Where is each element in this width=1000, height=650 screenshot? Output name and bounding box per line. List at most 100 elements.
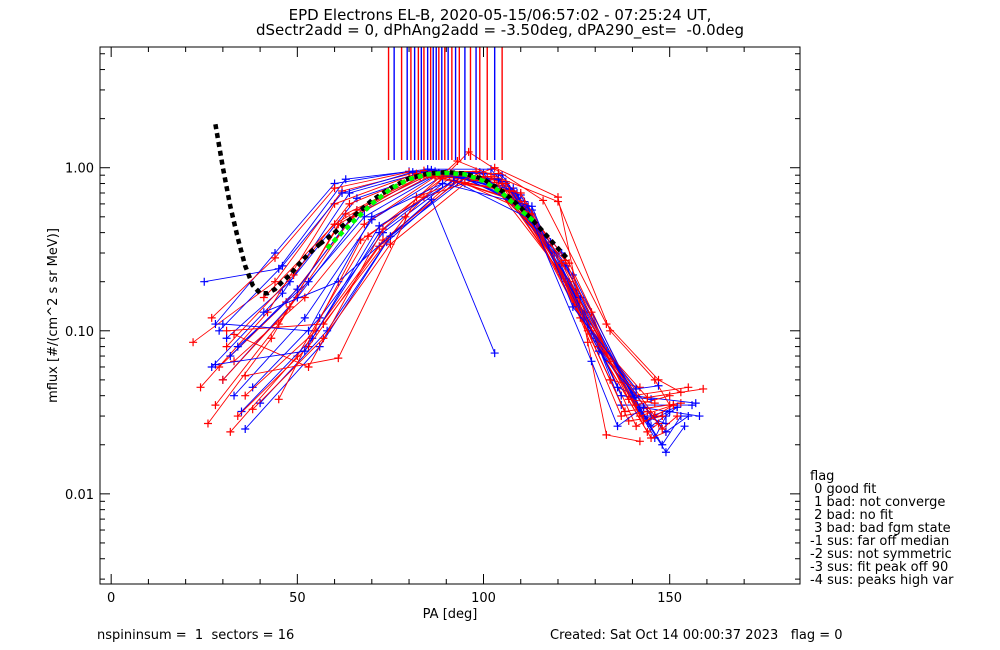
data-point <box>606 375 615 384</box>
data-point <box>218 375 227 384</box>
data-point <box>680 422 689 431</box>
data-point <box>676 399 685 408</box>
series-line <box>222 183 659 390</box>
data-point <box>226 427 235 436</box>
data-point <box>360 220 369 229</box>
data-point <box>583 338 592 347</box>
data-point <box>684 383 693 392</box>
data-point <box>568 302 577 311</box>
legend-item: 1 bad: not converge <box>810 495 946 510</box>
data-point <box>643 393 652 402</box>
data-point <box>527 202 536 211</box>
data-point <box>613 422 622 431</box>
data-point <box>673 412 682 421</box>
data-point <box>367 212 376 221</box>
chart-title-line-2: dSectr2add = 0, dPhAng2add = -3.50deg, d… <box>256 21 744 39</box>
legend-item: 3 bad: bad fgm state <box>810 521 951 536</box>
series-line <box>215 180 644 427</box>
data-point <box>658 440 667 449</box>
footer-created-info: Created: Sat Oct 14 00:00:37 2023 flag =… <box>550 628 843 643</box>
x-tick-label: 150 <box>657 591 682 606</box>
legend-item: 0 good fit <box>810 482 877 497</box>
data-point <box>189 338 198 347</box>
x-tick-label: 0 <box>107 591 115 606</box>
data-point <box>330 184 339 193</box>
series-line <box>222 172 678 427</box>
data-point <box>341 210 350 219</box>
data-point <box>304 326 313 335</box>
data-point <box>215 326 224 335</box>
data-point <box>256 399 265 408</box>
fit-curve <box>325 170 538 250</box>
data-point <box>248 405 257 414</box>
data-point <box>669 401 678 410</box>
data-point <box>699 384 708 393</box>
fit-curve-layer <box>213 123 571 296</box>
data-point <box>632 422 641 431</box>
data-point <box>673 403 682 412</box>
data-point <box>494 175 503 184</box>
data-point <box>650 399 659 408</box>
data-point <box>345 188 354 197</box>
data-point <box>464 147 473 156</box>
series-line <box>233 173 667 439</box>
data-point <box>453 156 462 165</box>
data-point <box>654 381 663 390</box>
data-point <box>211 360 220 369</box>
data-point <box>345 199 354 208</box>
data-point <box>621 407 629 416</box>
data-point <box>211 401 220 410</box>
data-point <box>300 313 309 322</box>
data-point <box>661 448 670 457</box>
data-point <box>632 384 641 393</box>
data-point <box>617 412 626 421</box>
data-point <box>271 277 279 286</box>
data-point <box>248 383 257 392</box>
legend-item: -4 sus: peaks high var <box>810 573 954 588</box>
data-point <box>639 416 648 425</box>
y-axis-label: mflux [#/(cm^2 s sr MeV)] <box>46 228 61 403</box>
series-line <box>263 198 496 354</box>
data-point <box>259 308 268 317</box>
data-point <box>267 334 276 343</box>
data-point <box>587 357 596 366</box>
data-point <box>241 371 250 380</box>
data-point <box>319 334 328 343</box>
series-line <box>233 176 663 422</box>
series-line <box>233 160 671 406</box>
data-point <box>378 225 387 234</box>
data-point <box>300 347 309 356</box>
data-point <box>650 375 659 384</box>
data-point <box>624 395 633 404</box>
data-point <box>617 391 626 400</box>
data-point <box>375 221 384 230</box>
data-point <box>304 277 313 286</box>
data-point <box>237 407 246 416</box>
data-point <box>360 212 369 221</box>
data-point <box>539 196 548 205</box>
data-point <box>587 308 596 317</box>
data-point <box>241 424 250 433</box>
footer-spin-info: nspininsum = 1 sectors = 16 <box>97 628 295 643</box>
data-point <box>490 163 499 172</box>
data-point <box>516 188 525 197</box>
data-point <box>606 357 615 366</box>
y-tick-label: 0.01 <box>65 488 94 503</box>
legend-item: 2 bad: no fit <box>810 508 894 523</box>
data-point <box>222 326 231 335</box>
x-tick-label: 50 <box>289 591 306 606</box>
data-point <box>658 412 667 421</box>
data-point <box>226 352 235 361</box>
data-point <box>230 330 239 339</box>
data-point <box>498 179 507 188</box>
data-point <box>338 188 347 197</box>
series-line <box>252 182 678 430</box>
data-point <box>222 334 231 343</box>
data-point <box>222 342 231 351</box>
data-point <box>334 354 343 363</box>
x-axis-label: PA [deg] <box>423 607 478 622</box>
data-point <box>635 437 644 446</box>
data-point <box>375 242 384 251</box>
series-line <box>200 173 681 412</box>
data-point <box>271 253 279 262</box>
